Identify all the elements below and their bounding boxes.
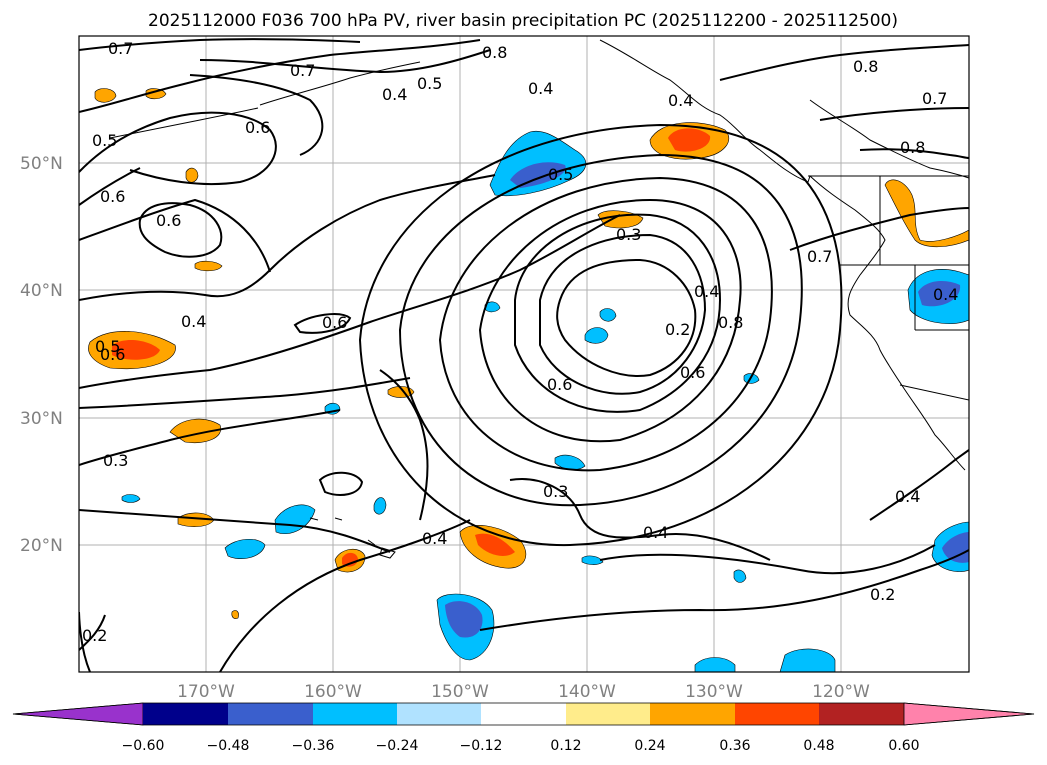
colorbar-segment	[819, 703, 904, 725]
lon-label-150w: 150°W	[431, 682, 489, 702]
colorbar-ticks: −0.60 −0.48 −0.36 −0.24 −0.12 0.12 0.24 …	[122, 738, 920, 754]
lat-label-40n: 40°N	[20, 281, 63, 301]
contour-label: 0.6	[156, 211, 181, 230]
contour-label: 0.4	[181, 312, 206, 331]
contour-label: 0.4	[528, 79, 553, 98]
contour-label: 0.4	[643, 523, 668, 542]
contour-label: 0.5	[92, 131, 117, 150]
colorbar-segment	[313, 703, 397, 725]
map-panel: 0.7 0.8 0.7 0.5 0.4 0.6 0.5 0.4 0.4 0.6 …	[20, 35, 970, 702]
contour-label: 0.6	[100, 345, 125, 364]
colorbar-segment	[481, 703, 566, 725]
colorbar-segment	[735, 703, 819, 725]
map-frame	[78, 35, 970, 673]
contour-label: 0.6	[100, 187, 125, 206]
colorbar-tick-label: −0.12	[460, 738, 503, 754]
contour-label: 0.4	[694, 282, 719, 301]
lat-label-30n: 30°N	[20, 409, 63, 429]
lon-label-160w: 160°W	[304, 682, 362, 702]
colorbar-segment	[397, 703, 481, 725]
colorbar-extend-max	[903, 702, 1035, 726]
colorbar-tick-label: −0.48	[207, 738, 250, 754]
contour-label: 0.8	[482, 43, 507, 62]
colorbar-tick-label: −0.60	[122, 738, 165, 754]
colorbar-tick-label: 0.12	[550, 738, 581, 754]
map-title: 2025112000 F036 700 hPa PV, river basin …	[148, 11, 898, 31]
contour-label: 0.6	[322, 313, 347, 332]
contour-label: 0.7	[807, 247, 832, 266]
contour-label: 0.3	[616, 225, 641, 244]
contour-label: 0.8	[853, 57, 878, 76]
contour-label: 0.4	[422, 529, 447, 548]
contour-label: 0.6	[547, 375, 572, 394]
contour-label: 0.6	[680, 363, 705, 382]
contour-label: 0.8	[900, 138, 925, 157]
contour-label: 0.3	[543, 482, 568, 501]
colorbar-tick-label: 0.48	[803, 738, 834, 754]
lon-label-140w: 140°W	[558, 682, 616, 702]
contour-label: 0.5	[417, 74, 442, 93]
graticule	[79, 36, 969, 672]
contour-label: 0.7	[290, 61, 315, 80]
longitude-labels: 170°W 160°W 150°W 140°W 130°W 120°W	[177, 682, 870, 702]
colorbar-tick-label: 0.24	[634, 738, 665, 754]
colorbar-segment	[650, 703, 735, 725]
contour-label: 0.5	[548, 165, 573, 184]
lon-label-170w: 170°W	[177, 682, 235, 702]
contour-label: 0.4	[895, 487, 920, 506]
contour-label: 0.4	[382, 85, 407, 104]
contour-label: 0.2	[870, 585, 895, 604]
contour-label: 0.6	[245, 118, 270, 137]
coastlines	[109, 39, 969, 559]
colorbar-segment	[143, 703, 228, 725]
lat-label-50n: 50°N	[20, 154, 63, 174]
contour-label: 0.3	[103, 451, 128, 470]
map-background	[79, 36, 969, 672]
contour-label: 0.4	[933, 285, 958, 304]
lon-label-130w: 130°W	[685, 682, 743, 702]
contour-label: 0.4	[668, 91, 693, 110]
contour-label: 0.7	[922, 89, 947, 108]
contour-label: 0.2	[82, 626, 107, 645]
contour-label: 0.8	[718, 313, 743, 332]
contour-labels: 0.7 0.8 0.7 0.5 0.4 0.6 0.5 0.4 0.4 0.6 …	[82, 39, 958, 645]
lat-label-20n: 20°N	[20, 536, 63, 556]
contour-label: 0.2	[665, 320, 690, 339]
contour-label: 0.7	[108, 39, 133, 58]
colorbar-tick-label: −0.24	[376, 738, 419, 754]
colorbar-outline	[12, 702, 1035, 726]
colorbar-segment	[566, 703, 650, 725]
colorbar-segment	[228, 703, 313, 725]
colorbar-tick-label: −0.36	[292, 738, 335, 754]
colorbar-tick-label: 0.36	[719, 738, 750, 754]
contour-label: 0.5	[95, 337, 120, 356]
precip-fill	[88, 88, 969, 672]
colorbar-extend-min	[12, 702, 144, 726]
latitude-labels: 50°N 40°N 30°N 20°N	[20, 154, 63, 556]
pv-contours	[79, 38, 969, 672]
colorbar: −0.60 −0.48 −0.36 −0.24 −0.12 0.12 0.24 …	[12, 702, 1035, 754]
colorbar-tick-label: 0.60	[888, 738, 919, 754]
lon-label-120w: 120°W	[812, 682, 870, 702]
